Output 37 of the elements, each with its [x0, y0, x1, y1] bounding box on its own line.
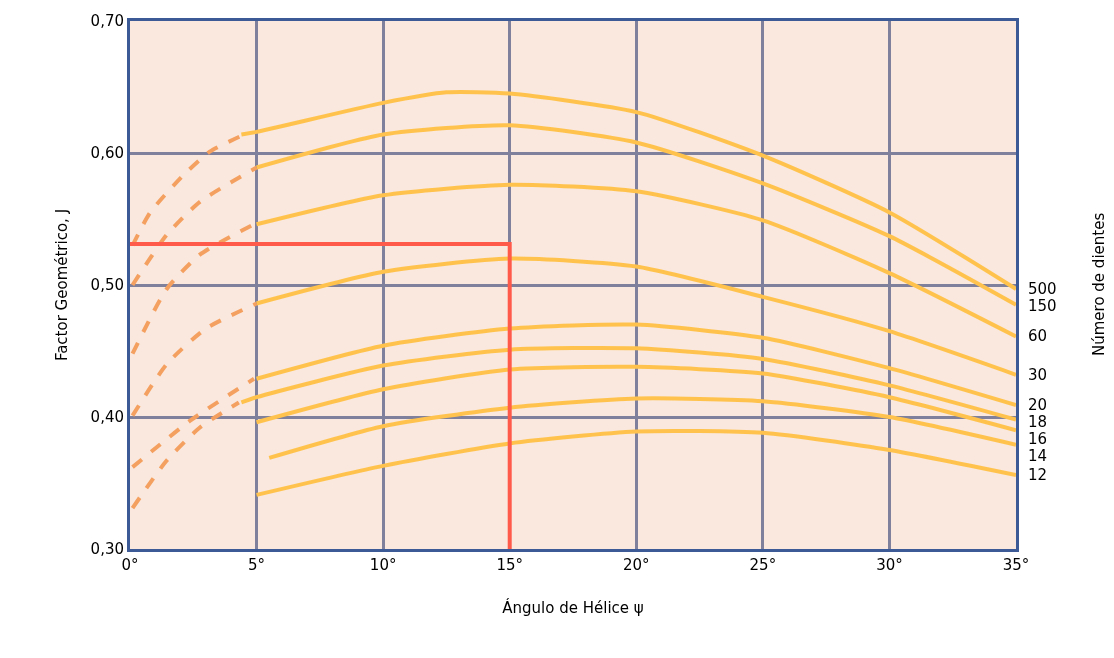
y-tick-label: 0,30 [90, 540, 124, 559]
series-label: 12 [1028, 466, 1048, 484]
line-series [267, 396, 1016, 460]
y-tick-label: 0,60 [90, 144, 124, 163]
line-series [254, 364, 1016, 433]
y2-axis-title: Número de dientes [1090, 212, 1108, 356]
line-series [254, 123, 1016, 307]
line-series [130, 301, 259, 418]
x-tick-label: 25° [749, 556, 777, 574]
series-label: 16 [1028, 430, 1048, 448]
x-tick-label: 10° [369, 556, 397, 574]
series-label: 150 [1028, 297, 1057, 315]
series-label: 500 [1028, 280, 1057, 298]
series-label: 18 [1028, 413, 1048, 431]
x-tick-label: 35° [1002, 556, 1030, 574]
series-label: 20 [1028, 396, 1048, 414]
x-tick-label: 15° [496, 556, 524, 574]
series-label: 14 [1028, 447, 1048, 465]
y-axis-title: Factor Geométrico, J [52, 208, 71, 362]
line-series [254, 256, 1016, 377]
x-tick-label: 0° [121, 556, 139, 574]
line-series [130, 400, 241, 511]
line-series [254, 322, 1016, 408]
line-series [239, 89, 1016, 291]
line-series [254, 182, 1016, 339]
line-series [254, 429, 1016, 497]
line-series [239, 345, 1016, 422]
y-tick-label: 0,70 [90, 12, 124, 31]
line-series [130, 165, 259, 287]
x-tick-label: 20° [622, 556, 650, 574]
series-label: 30 [1028, 366, 1048, 384]
x-axis-title: Ángulo de Hélice ψ [502, 598, 644, 617]
x-tick-label: 30° [876, 556, 903, 574]
y-tick-label: 0,40 [90, 408, 124, 427]
y-tick-label: 0,50 [90, 276, 124, 295]
x-tick-label: 5° [248, 556, 266, 574]
series-label: 60 [1028, 327, 1048, 345]
